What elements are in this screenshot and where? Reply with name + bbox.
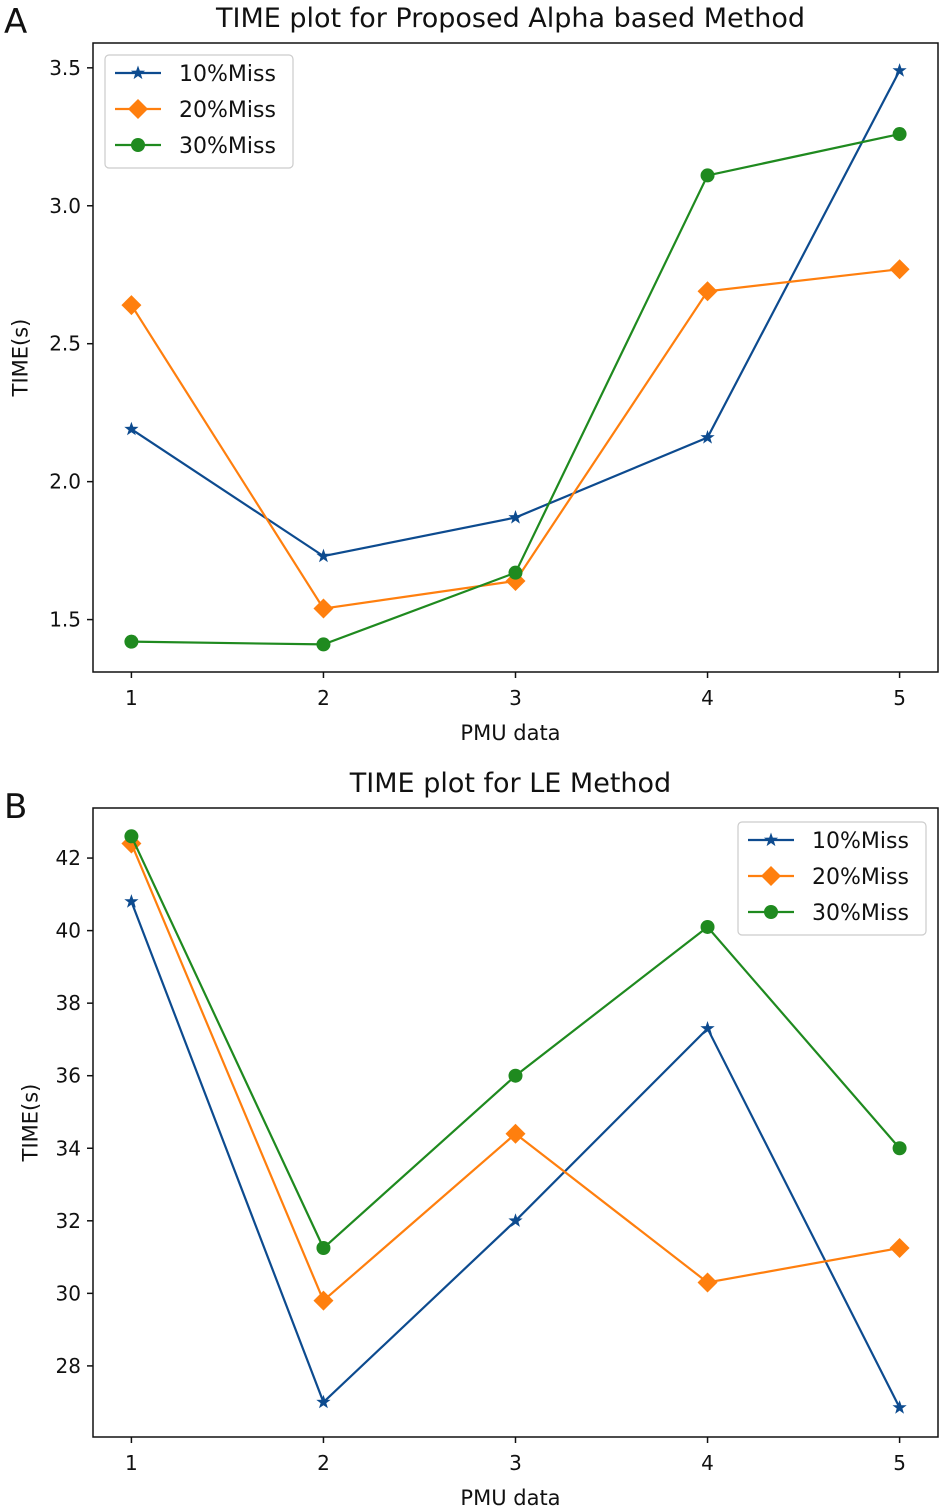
x-tick-label: 4 bbox=[701, 686, 714, 710]
series-10pct-miss bbox=[124, 63, 907, 563]
y-tick-label: 42 bbox=[56, 846, 81, 870]
data-point bbox=[508, 1068, 523, 1083]
series-line bbox=[130, 901, 901, 1409]
data-point bbox=[316, 1241, 331, 1256]
series-20pct-miss bbox=[121, 259, 910, 619]
data-point bbox=[697, 1272, 718, 1293]
chart-b: B TIME plot for LE Method PMU data TIME(s) 1… bbox=[4, 768, 939, 1509]
legend-box bbox=[104, 54, 294, 169]
data-point bbox=[121, 295, 142, 316]
legend-label: 30%Miss bbox=[179, 134, 276, 159]
y-tick-label: 40 bbox=[56, 919, 81, 943]
data-point bbox=[508, 565, 523, 580]
data-point bbox=[124, 634, 139, 649]
data-point bbox=[313, 598, 334, 619]
x-tick-label: 2 bbox=[317, 1451, 330, 1475]
data-point bbox=[313, 1290, 334, 1311]
legend-star-icon bbox=[763, 832, 779, 847]
y-tick-label: 2.0 bbox=[49, 470, 81, 494]
data-point bbox=[889, 1238, 910, 1259]
legend-label: 30%Miss bbox=[812, 901, 909, 926]
chart-a: A TIME plot for Proposed Alpha based Meth… bbox=[4, 2, 939, 745]
data-point bbox=[124, 894, 139, 908]
series-30pct-miss bbox=[124, 829, 907, 1256]
y-tick-label: 34 bbox=[56, 1136, 81, 1160]
x-tick-label: 1 bbox=[125, 686, 138, 710]
legend-circle-icon bbox=[764, 905, 778, 919]
legend: 10%Miss 20%Miss 30%Miss bbox=[104, 54, 294, 169]
y-tick-label: 3.0 bbox=[49, 194, 81, 218]
data-point bbox=[124, 421, 139, 436]
x-axis-label: PMU data bbox=[460, 1486, 560, 1509]
y-tick-label: 32 bbox=[56, 1209, 81, 1233]
data-point bbox=[700, 430, 715, 444]
x-tick-label: 3 bbox=[509, 686, 522, 710]
data-point bbox=[892, 127, 907, 142]
y-tick-label: 36 bbox=[56, 1064, 81, 1088]
data-point bbox=[508, 510, 523, 524]
legend: 10%Miss 20%Miss 30%Miss bbox=[737, 821, 927, 936]
data-point bbox=[505, 1123, 526, 1144]
y-axis-label: TIME(s) bbox=[8, 319, 32, 398]
legend-star-icon bbox=[130, 65, 146, 80]
y-tick-label: 30 bbox=[56, 1281, 81, 1305]
x-tick-label: 1 bbox=[125, 1451, 138, 1475]
y-tick-label: 3.5 bbox=[49, 56, 81, 80]
y-axis-label: TIME(s) bbox=[18, 1084, 42, 1163]
data-point bbox=[892, 1400, 907, 1414]
series-line bbox=[130, 268, 900, 610]
legend-label: 20%Miss bbox=[179, 98, 276, 123]
x-tick-label: 2 bbox=[317, 686, 330, 710]
data-point bbox=[892, 1141, 907, 1156]
data-point bbox=[697, 281, 718, 302]
legend-box bbox=[737, 821, 927, 936]
y-tick-label: 2.5 bbox=[49, 332, 81, 356]
x-tick-label: 3 bbox=[509, 1451, 522, 1475]
data-point bbox=[124, 829, 139, 844]
data-point bbox=[700, 919, 715, 934]
data-point bbox=[889, 259, 910, 280]
data-point bbox=[316, 548, 331, 563]
y-tick-label: 28 bbox=[56, 1354, 81, 1378]
data-point bbox=[892, 63, 907, 77]
data-point bbox=[508, 1213, 523, 1227]
legend-diamond-icon bbox=[761, 866, 781, 886]
legend-diamond-icon bbox=[128, 99, 148, 119]
plot-frame bbox=[92, 807, 939, 1438]
chart-title: TIME plot for Proposed Alpha based Metho… bbox=[215, 3, 805, 34]
y-tick-label: 38 bbox=[56, 991, 81, 1015]
series-10pct-miss bbox=[124, 894, 907, 1414]
data-point bbox=[700, 168, 715, 183]
x-tick-label: 4 bbox=[701, 1451, 714, 1475]
x-tick-label: 5 bbox=[893, 686, 906, 710]
data-point bbox=[700, 1021, 715, 1035]
data-point bbox=[316, 637, 331, 652]
x-tick-label: 5 bbox=[893, 1451, 906, 1475]
legend-label: 20%Miss bbox=[812, 865, 909, 890]
panel-label: B bbox=[4, 787, 27, 827]
x-axis-label: PMU data bbox=[460, 721, 560, 745]
legend-circle-icon bbox=[131, 138, 145, 152]
series-30pct-miss bbox=[124, 127, 907, 652]
y-tick-label: 1.5 bbox=[49, 608, 81, 632]
plot-frame bbox=[92, 42, 939, 673]
panel-label: A bbox=[4, 2, 27, 42]
legend-label: 10%Miss bbox=[812, 829, 909, 854]
data-point bbox=[316, 1394, 331, 1409]
legend-label: 10%Miss bbox=[179, 62, 276, 87]
chart-title: TIME plot for LE Method bbox=[349, 768, 671, 799]
